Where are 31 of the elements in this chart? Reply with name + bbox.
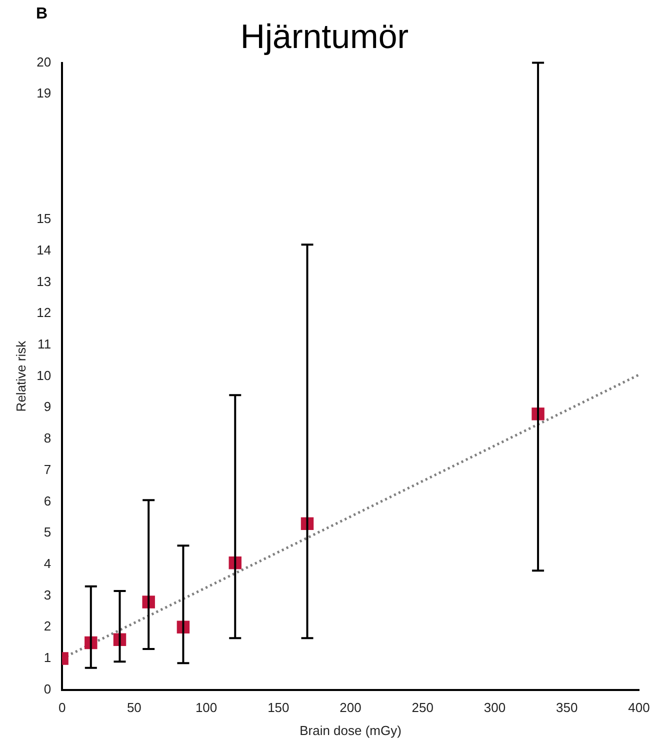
- y-axis-title: Relative risk: [13, 340, 28, 412]
- y-tick-label: 19: [36, 86, 52, 101]
- y-tick-label: 4: [44, 556, 52, 571]
- y-tick-label: 13: [36, 274, 52, 289]
- y-tick-label: 10: [36, 368, 52, 383]
- x-tick-label: 400: [628, 700, 650, 716]
- x-axis-title: Brain dose (mGy): [300, 722, 402, 738]
- x-tick-label: 200: [340, 700, 362, 716]
- y-tick-label: 11: [38, 336, 52, 352]
- x-tick-label: 50: [126, 700, 142, 716]
- y-tick-label: 1: [44, 650, 52, 666]
- x-tick-label: 300: [484, 700, 506, 716]
- x-tick-label: 350: [556, 700, 578, 716]
- y-tick-label: 5: [44, 524, 52, 540]
- y-tick-label: 9: [44, 399, 52, 414]
- y-tick-label: 12: [36, 305, 52, 320]
- x-tick-label: 100: [195, 700, 218, 716]
- x-tick-label: 0: [58, 700, 66, 716]
- text: B: [36, 5, 48, 22]
- y-tick-label: 6: [44, 493, 52, 508]
- y-tick-label: 7: [44, 462, 52, 477]
- y-tick-label: 14: [36, 242, 52, 258]
- chart-title: Hjärntumör: [240, 18, 409, 56]
- y-tick-label: 3: [44, 587, 52, 602]
- y-tick-label: 2: [44, 618, 52, 634]
- x-tick-label: 150: [268, 700, 290, 716]
- y-tick-label: 20: [36, 54, 52, 70]
- y-tick-label: 8: [44, 430, 52, 446]
- x-tick-label: 250: [412, 700, 434, 716]
- y-tick-label: 15: [36, 211, 52, 226]
- y-tick-label: 0: [44, 681, 52, 696]
